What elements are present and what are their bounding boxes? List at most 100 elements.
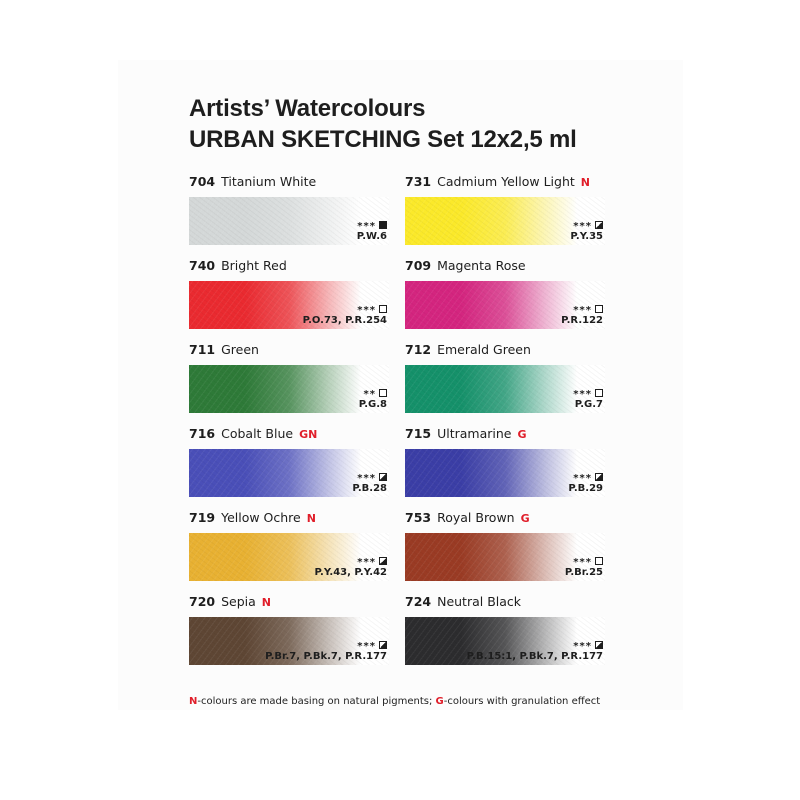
colour-number: 716 [189,426,216,441]
colour-label: 724 Neutral Black [405,594,521,609]
pigment-code: P.Br.25 [564,567,603,578]
colour-number: 753 [405,510,432,525]
colour-meta: *** P.W.6 [357,221,387,242]
pigment-code: P.Y.35 [570,231,603,242]
colour-label: 720 Sepia N [189,594,271,609]
colour-swatch [189,197,389,245]
paper-texture [189,365,389,413]
colour-name: Sepia [221,594,256,609]
opacity-icon [595,389,603,397]
colour-meta: *** P.R.122 [561,305,603,326]
colour-swatch [189,281,389,329]
lightfastness-stars: *** [357,641,376,652]
colour-swatch [405,281,605,329]
lightfastness-stars: *** [357,305,376,316]
colour-label: 740 Bright Red [189,258,287,273]
paper-texture [189,617,389,665]
pigment-code: P.G.8 [358,399,387,410]
colour-swatch [405,365,605,413]
colour-tag: G [517,428,527,441]
colour-meta: *** P.Br.25 [565,557,603,578]
pigment-code: P.B.29 [568,483,603,494]
colour-label: 712 Emerald Green [405,342,531,357]
colour-label: 709 Magenta Rose [405,258,526,273]
lightfastness-stars: ** [363,389,376,400]
pigment-code: P.B.15:1, P.Bk.7, P.R.177 [466,651,603,662]
chart-title-line1: Artists’ Watercolours [189,95,426,122]
colour-name: Emerald Green [437,342,531,357]
lightfastness-stars: *** [573,473,592,484]
colour-meta: *** P.Br.7, P.Bk.7, P.R.177 [265,641,387,662]
colour-name: Yellow Ochre [221,510,301,525]
colour-name: Neutral Black [437,594,522,609]
colour-meta: *** P.B.29 [568,473,603,494]
lightfastness-stars: *** [357,557,376,568]
colour-label: 704 Titanium White [189,174,316,189]
colour-swatch [189,449,389,497]
colour-number: 740 [189,258,216,273]
paper-texture [189,197,389,245]
paper-texture [405,533,605,581]
legend-n-letter: N [189,696,198,707]
lightfastness-stars: *** [573,389,592,400]
paper-texture [189,533,389,581]
pigment-code: P.Y.43, P.Y.42 [314,567,387,578]
pigment-code: P.B.28 [352,483,387,494]
colour-number: 711 [189,342,216,357]
colour-number: 731 [405,174,432,189]
opacity-icon [595,305,603,313]
colour-meta: *** P.O.73, P.R.254 [303,305,387,326]
colour-number: 709 [405,258,432,273]
colour-label: 719 Yellow Ochre N [189,510,316,525]
opacity-icon [379,641,387,649]
colour-name: Titanium White [221,174,317,189]
pigment-code: P.O.73, P.R.254 [302,315,387,326]
colour-swatch [189,533,389,581]
pigment-code: P.R.122 [561,315,603,326]
lightfastness-stars: *** [573,557,592,568]
paper-texture [405,449,605,497]
paper-texture [189,281,389,329]
colour-label: 711 Green [189,342,259,357]
opacity-icon [595,221,603,229]
colour-swatch [405,197,605,245]
opacity-icon [379,473,387,481]
colour-meta: *** P.B.28 [352,473,387,494]
opacity-icon [595,473,603,481]
colour-name: Bright Red [221,258,287,273]
colour-label: 715 Ultramarine G [405,426,527,441]
opacity-icon [379,305,387,313]
colour-number: 715 [405,426,432,441]
opacity-icon [379,389,387,397]
pigment-code: P.G.7 [574,399,603,410]
colour-name: Magenta Rose [437,258,526,273]
lightfastness-stars: *** [573,305,592,316]
paper-texture [189,449,389,497]
colour-meta: *** P.G.7 [573,389,603,410]
colour-tag: N [261,596,272,609]
lightfastness-stars: *** [357,221,376,232]
colour-meta: *** P.Y.35 [570,221,603,242]
colour-meta: *** P.B.15:1, P.Bk.7, P.R.177 [467,641,603,662]
colour-label: 731 Cadmium Yellow Light N [405,174,590,189]
colour-number: 704 [189,174,216,189]
pigment-code: P.W.6 [356,231,387,242]
colour-number: 719 [189,510,216,525]
colour-meta: *** P.Y.43, P.Y.42 [315,557,387,578]
colour-name: Ultramarine [437,426,512,441]
lightfastness-stars: *** [573,221,592,232]
colour-label: 753 Royal Brown G [405,510,530,525]
colour-swatch [405,617,605,665]
colour-name: Royal Brown [437,510,515,525]
legend-g-letter: G [435,696,444,707]
pigment-code: P.Br.7, P.Bk.7, P.R.177 [265,651,387,662]
colour-meta: ** P.G.8 [359,389,387,410]
colour-swatch [405,449,605,497]
colour-name: Green [221,342,259,357]
lightfastness-stars: *** [357,473,376,484]
paper-texture [405,197,605,245]
chart-title-line2: URBAN SKETCHING Set 12x2,5 ml [189,126,577,153]
colour-tag: G [520,512,530,525]
opacity-icon [379,221,387,229]
opacity-icon [379,557,387,565]
